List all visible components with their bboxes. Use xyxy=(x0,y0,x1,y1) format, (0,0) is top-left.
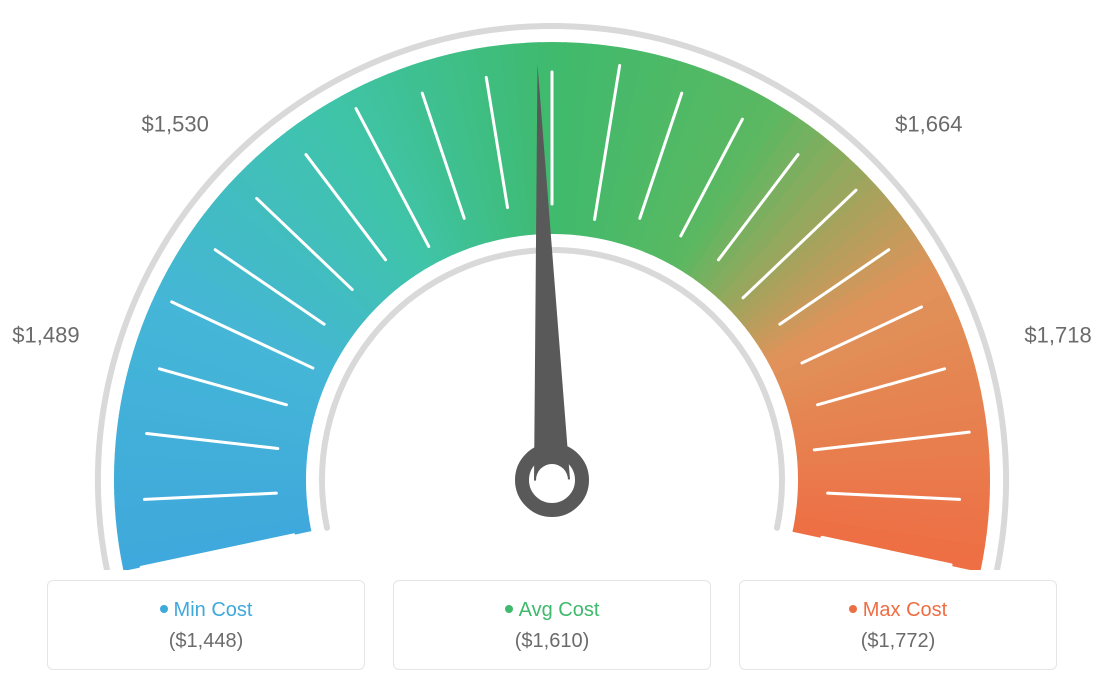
gauge-chart: $1,448$1,489$1,530$1,610$1,664$1,718$1,7… xyxy=(0,0,1104,570)
legend-card-max: Max Cost ($1,772) xyxy=(739,580,1057,670)
svg-text:$1,489: $1,489 xyxy=(12,323,79,348)
legend-row: Min Cost ($1,448) Avg Cost ($1,610) Max … xyxy=(0,580,1104,670)
legend-value-min: ($1,448) xyxy=(58,630,354,653)
legend-value-avg: ($1,610) xyxy=(404,630,700,653)
legend-text-min: Min Cost xyxy=(174,599,253,621)
svg-text:$1,530: $1,530 xyxy=(142,112,209,137)
dot-icon xyxy=(849,605,857,613)
chart-wrapper: $1,448$1,489$1,530$1,610$1,664$1,718$1,7… xyxy=(0,0,1104,690)
legend-card-avg: Avg Cost ($1,610) xyxy=(393,580,711,670)
dot-icon xyxy=(505,605,513,613)
legend-text-max: Max Cost xyxy=(863,599,947,621)
dot-icon xyxy=(160,605,168,613)
legend-value-max: ($1,772) xyxy=(750,630,1046,653)
legend-label-min: Min Cost xyxy=(58,599,354,622)
legend-text-avg: Avg Cost xyxy=(519,599,600,621)
svg-text:$1,718: $1,718 xyxy=(1024,323,1091,348)
legend-label-max: Max Cost xyxy=(750,599,1046,622)
legend-label-avg: Avg Cost xyxy=(404,599,700,622)
svg-text:$1,664: $1,664 xyxy=(895,112,962,137)
legend-card-min: Min Cost ($1,448) xyxy=(47,580,365,670)
